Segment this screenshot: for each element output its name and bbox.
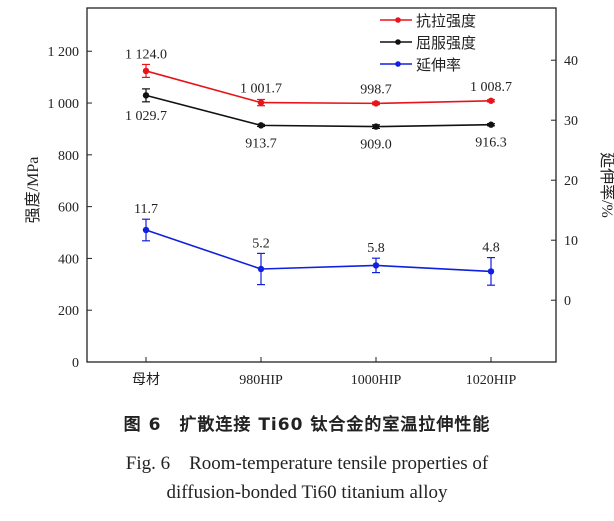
data-point: [372, 100, 380, 107]
data-point: [142, 92, 150, 99]
right-tick-label: 10: [564, 234, 578, 249]
data-label: 913.7: [245, 136, 277, 151]
left-tick-label: 200: [58, 304, 79, 319]
x-tick-label: 980HIP: [239, 373, 283, 388]
data-point: [487, 97, 495, 104]
right-tick-label: 40: [564, 54, 578, 69]
left-tick-label: 400: [58, 252, 79, 267]
left-tick-label: 1 000: [48, 97, 80, 112]
data-label: 5.8: [367, 241, 385, 256]
data-label: 5.2: [252, 236, 270, 251]
series-line-2: [145, 94, 492, 128]
right-tick-label: 0: [564, 294, 571, 309]
legend-marker: [395, 61, 401, 67]
data-label: 1 124.0: [125, 47, 167, 62]
right-tick-label: 30: [564, 114, 578, 129]
figure-caption-en-line1: Fig. 6 Room-temperature tensile properti…: [125, 453, 489, 474]
x-tick-label: 母材: [132, 372, 160, 388]
data-label: 909.0: [360, 138, 392, 153]
data-label: 4.8: [482, 241, 500, 256]
left-axis-label: 强度/MPa: [24, 157, 42, 224]
data-point: [142, 67, 150, 75]
left-tick-label: 0: [72, 356, 79, 371]
right-axis-label: 延伸率/%: [598, 152, 614, 218]
plot-frame: [86, 7, 557, 363]
right-tick-label: 20: [564, 174, 578, 189]
data-point: [372, 123, 380, 130]
data-point: [487, 121, 495, 128]
chart: 0 200 400 600 800 1 000 1 200 0 10 20 30 40 母材 980HIP…: [24, 7, 614, 388]
figure-caption-cn: 图 6 扩散连接 Ti60 钛合金的室温拉伸性能: [123, 415, 491, 435]
data-point: [487, 268, 495, 275]
data-label: 916.3: [475, 136, 507, 151]
data-point: [257, 99, 265, 106]
data-label: 1 008.7: [470, 80, 512, 95]
series-line-3: [145, 229, 492, 273]
data-point: [372, 262, 380, 269]
data-label: 998.7: [360, 82, 392, 97]
data-label: 11.7: [134, 202, 158, 217]
data-point: [257, 122, 265, 129]
x-tick-label: 1000HIP: [351, 373, 402, 388]
legend-label: 延伸率: [416, 57, 461, 74]
data-point: [142, 226, 150, 234]
legend-label: 抗拉强度: [416, 13, 476, 30]
legend-label: 屈服强度: [416, 35, 476, 52]
legend-marker: [395, 39, 401, 45]
left-tick-label: 600: [58, 201, 79, 216]
figure-caption-en-line2: diffusion-bonded Ti60 titanium alloy: [166, 482, 448, 503]
series-line-1: [145, 70, 492, 105]
left-tick-label: 1 200: [48, 45, 80, 60]
data-label: 1 029.7: [125, 109, 167, 124]
legend-marker: [395, 17, 401, 23]
x-tick-label: 1020HIP: [466, 373, 517, 388]
data-label: 1 001.7: [240, 82, 282, 97]
left-tick-label: 800: [58, 149, 79, 164]
data-point: [257, 265, 265, 273]
